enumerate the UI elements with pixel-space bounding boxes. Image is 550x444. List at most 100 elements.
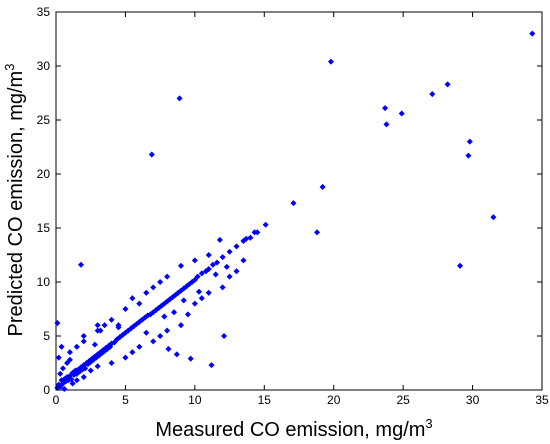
points-layer <box>54 30 536 392</box>
scatter-point <box>54 320 61 327</box>
scatter-point <box>226 273 233 280</box>
scatter-point <box>209 261 216 268</box>
y-tick-label: 0 <box>43 383 50 397</box>
scatter-point <box>233 243 240 250</box>
y-axis-title-text: Predicted CO emission, mg/m <box>5 71 27 337</box>
scatter-point <box>398 110 405 117</box>
scatter-point <box>195 288 203 295</box>
scatter-point <box>94 322 101 329</box>
scatter-point <box>171 309 178 316</box>
scatter-point <box>136 343 143 350</box>
scatter-point <box>216 236 223 243</box>
scatter-point <box>262 221 269 228</box>
scatter-point <box>66 349 73 356</box>
scatter-point <box>69 380 76 387</box>
scatter-point <box>55 354 62 361</box>
scatter-point <box>194 273 201 280</box>
scatter-point <box>57 383 64 390</box>
scatter-point <box>466 138 473 145</box>
scatter-point <box>233 268 240 275</box>
scatter-point <box>290 200 297 207</box>
scatter-point <box>247 234 254 241</box>
scatter-point <box>429 91 436 98</box>
scatter-point <box>61 385 68 392</box>
scatter-point <box>108 359 115 367</box>
y-tick-label: 25 <box>37 113 51 127</box>
scatter-point <box>150 338 157 345</box>
scatter-point <box>187 355 194 362</box>
scatter-point <box>177 262 184 269</box>
scatter-point <box>122 305 129 313</box>
ticks-layer: 0 5 10 15 20 25 30 35 0 5 10 15 20 25 30 35 <box>37 5 549 407</box>
scatter-point <box>180 297 187 304</box>
scatter-point <box>101 322 108 329</box>
scatter-point <box>77 261 85 268</box>
x-axis-title-superscript: 3 <box>425 416 432 431</box>
scatter-point <box>111 339 118 346</box>
scatter-point <box>219 254 226 261</box>
scatter-point <box>205 289 212 296</box>
scatter-point <box>165 345 172 352</box>
y-tick-label: 30 <box>37 59 51 73</box>
scatter-point <box>57 370 64 377</box>
scatter-point <box>59 365 66 372</box>
y-tick-label: 15 <box>37 221 51 235</box>
scatter-point <box>382 105 389 112</box>
scatter-point <box>82 365 89 372</box>
scatter-point <box>66 356 73 363</box>
x-tick-label: 25 <box>396 393 410 407</box>
scatter-point <box>444 81 451 88</box>
scatter-point <box>80 374 87 381</box>
x-axis-title: Measured CO emission, mg/m3 <box>155 416 432 441</box>
scatter-point <box>251 229 258 236</box>
scatter-point <box>108 316 115 323</box>
scatter-point <box>64 359 71 367</box>
x-tick-label: 20 <box>327 393 341 407</box>
scatter-point <box>177 322 184 329</box>
x-tick-label: 0 <box>53 393 60 407</box>
scatter-point <box>73 343 80 350</box>
scatter-point <box>465 152 472 159</box>
x-tick-label: 15 <box>258 393 272 407</box>
scatter-point <box>184 311 191 318</box>
scatter-point <box>383 121 390 128</box>
x-axis-title-text: Measured CO emission, mg/m <box>155 419 425 441</box>
y-tick-label: 20 <box>37 167 51 181</box>
scatter-point <box>191 300 198 307</box>
scatter-point <box>148 151 155 158</box>
scatter-point <box>457 262 464 269</box>
scatter-point <box>150 284 157 291</box>
scatter-point <box>226 248 233 255</box>
scatter-point <box>205 251 212 259</box>
scatter-point <box>122 354 129 361</box>
x-tick-label: 35 <box>535 393 549 407</box>
y-tick-label: 5 <box>43 329 50 343</box>
scatter-point <box>129 349 136 356</box>
scatter-point <box>490 214 497 221</box>
y-tick-label: 35 <box>37 5 51 19</box>
scatter-point <box>80 332 87 340</box>
scatter-point <box>143 329 150 336</box>
scatter-point <box>80 338 87 345</box>
scatter-point <box>176 95 183 102</box>
y-axis-title-superscript: 3 <box>2 64 17 71</box>
scatter-point <box>73 377 80 384</box>
scatter-point <box>129 295 136 302</box>
scatter-point <box>157 278 164 286</box>
labels-layer: Measured CO emission, mg/m3 Predicted CO… <box>2 64 433 441</box>
scatter-point <box>136 300 143 307</box>
scatter-point <box>208 362 215 369</box>
scatter-point <box>173 351 180 358</box>
plot-frame <box>55 11 543 391</box>
scatter-point <box>212 271 219 278</box>
scatter-point <box>143 289 150 296</box>
scatter-point <box>220 332 228 340</box>
scatter-point <box>319 183 326 190</box>
x-tick-label: 30 <box>466 393 480 407</box>
scatter-point <box>115 324 122 331</box>
scatter-point <box>240 257 247 264</box>
scatter-point <box>205 266 212 273</box>
y-tick-label: 10 <box>37 275 51 289</box>
